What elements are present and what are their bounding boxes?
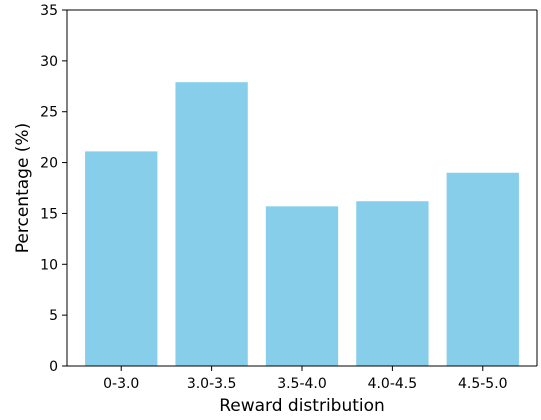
y-tick-label: 35 [40, 3, 58, 19]
y-tick-label: 15 [40, 206, 58, 222]
x-tick-label: 0-3.0 [103, 376, 139, 392]
x-axis-label: Reward distribution [219, 396, 385, 416]
bar-3.0-3.5 [175, 82, 248, 367]
y-axis-ticks: 0 5 10 15 20 25 30 35 [40, 3, 67, 375]
y-tick-label: 0 [49, 359, 58, 375]
y-tick-label: 10 [40, 257, 58, 273]
x-tick-label: 4.0-4.5 [368, 376, 418, 392]
y-tick-label: 25 [40, 105, 58, 121]
y-tick-label: 5 [49, 308, 58, 324]
bar-3.5-4.0 [265, 206, 339, 366]
x-tick-label: 3.0-3.5 [187, 376, 237, 392]
y-tick-label: 20 [40, 156, 58, 172]
x-axis-ticks: 0-3.0 3.0-3.5 3.5-4.0 4.0-4.5 4.5-5.0 [103, 366, 508, 392]
x-tick-label: 3.5-4.0 [277, 376, 327, 392]
bars-group [85, 82, 519, 367]
bar-0-3.0 [85, 151, 158, 366]
bar-4.0-4.5 [356, 201, 429, 366]
x-tick-label: 4.5-5.0 [458, 376, 508, 392]
bar-4.5-5.0 [446, 172, 519, 366]
y-axis-label: Percentage (%) [13, 123, 33, 253]
y-tick-label: 30 [40, 54, 58, 70]
